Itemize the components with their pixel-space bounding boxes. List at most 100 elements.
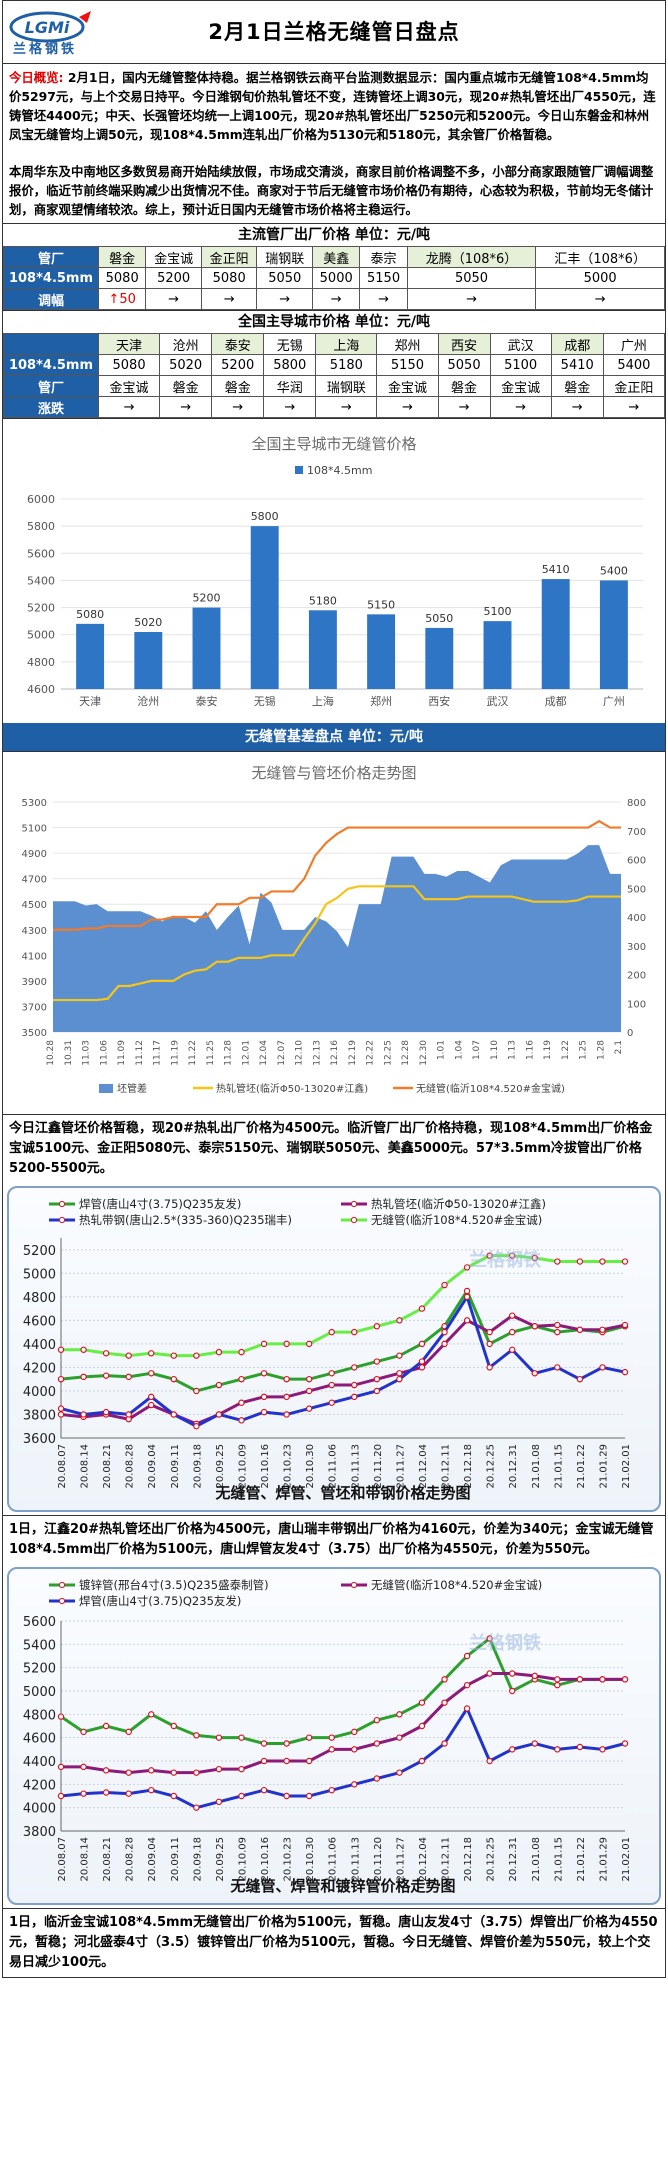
x-tick-label: 12.16 [330,1040,340,1066]
x-tick-label: 20.08.14 [80,1837,91,1882]
x-tick-label: 12.13 [312,1040,322,1066]
data-point [260,1393,268,1401]
data-point [463,1287,471,1295]
left-y-tick-label: 4100 [22,951,47,962]
data-point [396,1370,403,1377]
x-tick-label: 20.11.06 [328,1444,339,1489]
x-tick-label: 12.28 [401,1040,411,1066]
city-name: 无锡 [263,333,317,355]
data-point [576,1326,584,1333]
x-tick-label: 10.28 [46,1040,56,1066]
data-point [125,1352,132,1359]
x-tick-label: 12.25 [383,1040,393,1066]
data-point [193,1352,200,1359]
mill-name: 瑞钢联 [256,246,314,268]
right-y-tick-label: 800 [627,798,646,809]
city-name: 郑州 [376,333,439,355]
data-point [599,1746,606,1753]
data-point [509,1746,516,1753]
x-tick-label: 20.09.11 [170,1444,181,1489]
mill-price: 5000 [312,267,361,289]
data-point [599,1364,606,1371]
legend-marker [58,1200,66,1208]
chart-title: 无缝管、焊管和镀锌管价格走势图 [229,1877,455,1895]
data-point [148,1350,155,1357]
data-point [328,1786,335,1794]
city-change: → [602,396,666,418]
data-point [396,1734,403,1741]
mill-header-label: 管厂 [3,246,99,268]
right-y-tick-label: 200 [627,971,646,982]
city-name: 沧州 [159,333,213,355]
data-point [80,1790,87,1797]
city-name: 泰安 [211,333,265,355]
bar-value-label: 5410 [542,563,570,576]
x-tick-label: 20.10.09 [237,1837,248,1882]
x-tick-label: 21.02.01 [621,1837,632,1882]
data-point [170,1769,177,1776]
city-price: 5150 [376,354,439,376]
data-point [441,1281,448,1289]
data-point [599,1258,606,1265]
mill-name: 金正阳 [200,246,258,268]
data-point [418,1358,426,1365]
data-point [148,1370,155,1377]
data-point [305,1734,313,1741]
city-name: 广州 [602,333,666,355]
spread-text-2: 1日，临沂金宝诚108*4.5mm无缝管出厂价格为5100元，暂稳。唐山友发4寸… [3,1908,665,1977]
data-point [305,1792,313,1800]
city-bar-chart: 全国主导城市无缝管价格 108*4.5mm 4600 4800 5000 5200 5400… [27,435,643,708]
x-tick-label: 20.10.23 [283,1444,294,1489]
x-tick-label: 无锡 [254,694,276,708]
city-name: 成都 [550,333,604,355]
data-point [305,1387,313,1395]
data-point [125,1728,132,1736]
data-point [396,1317,403,1324]
legend-label: 无缝管(临沂108*4.520#金宝诚) [371,1578,542,1592]
legend-marker [350,1581,358,1589]
y-tick-label: 5200 [23,1662,56,1677]
data-point [554,1328,561,1336]
mill-label: 管厂 [3,375,99,397]
left-y-tick-label: 5300 [22,798,47,809]
x-tick-label: 上海 [312,694,334,708]
x-tick-label: 1.04 [454,1040,464,1060]
x-tick-label: 20.11.06 [328,1837,339,1882]
left-y-tick-label: 3700 [22,1002,47,1013]
data-point [125,1790,132,1797]
x-tick-label: 21.01.15 [553,1444,564,1489]
x-tick-label: 20.10.30 [305,1837,316,1882]
city-change: → [489,396,552,418]
mill-name: 美鑫 [312,246,361,268]
x-tick-label: 11.19 [170,1040,180,1066]
data-point [509,1252,516,1259]
mill-change: → [406,288,537,310]
data-point [215,1798,223,1806]
data-point [238,1399,245,1406]
x-tick-label: 1.01 [437,1040,447,1060]
data-point [441,1340,448,1348]
left-y-tick-label: 4500 [22,900,47,911]
x-tick-label: 20.10.16 [260,1444,271,1489]
mill-price: 5080 [200,267,258,289]
header: LGMi 兰格钢铁 2月1日兰格无缝管日盘点 [3,1,665,64]
x-tick-label: 12.22 [366,1040,376,1066]
data-point [509,1312,516,1319]
x-tick-label: 11.06 [99,1040,109,1066]
data-point [486,1757,493,1765]
y-tick-label: 5200 [23,1244,56,1259]
city-change: → [97,396,161,418]
legend-label: 无缝管(临沂108*4.520#金宝诚) [416,1082,565,1095]
x-tick-label: 1.28 [596,1040,606,1060]
data-point [621,1258,629,1265]
bar-value-label: 5020 [134,616,162,629]
mill-name: 龙腾（108*6） [406,246,537,268]
x-tick-label: 12.30 [419,1040,429,1066]
right-y-tick-label: 700 [627,827,646,838]
data-point [486,1328,493,1336]
data-point [554,1364,561,1371]
city-change: → [211,396,265,418]
legend-swatch [99,1084,113,1093]
mill-change: → [256,288,314,310]
data-point [80,1373,87,1381]
